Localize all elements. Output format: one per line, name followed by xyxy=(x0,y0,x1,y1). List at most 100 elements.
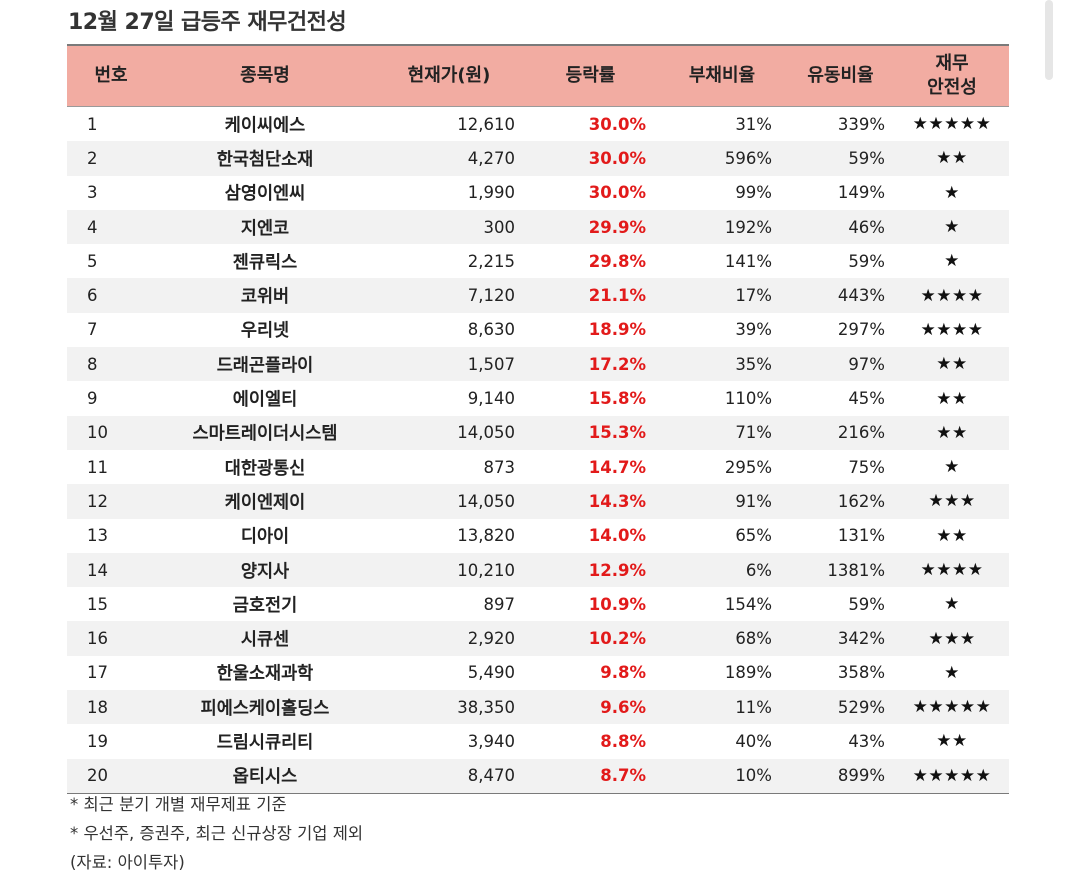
table-row: 11 대한광통신 873 14.7% 295% 75% ★ xyxy=(67,449,1009,485)
stock-name: 대한광통신 xyxy=(155,449,375,485)
liquidity-ratio: 1381% xyxy=(786,552,895,588)
change-rate: 30.0% xyxy=(523,141,658,176)
stock-table: 번호 종목명 현재가(원) 등락률 부채비율 유동비율 재무 안전성 1 케이씨에… xyxy=(67,44,1009,794)
stock-name: 드림시큐리티 xyxy=(155,724,375,759)
table-row: 19 드림시큐리티 3,940 8.8% 40% 43% ★★ xyxy=(67,724,1009,759)
scrollbar[interactable] xyxy=(1045,0,1053,80)
table-row: 3 삼영이엔씨 1,990 30.0% 99% 149% ★ xyxy=(67,175,1009,210)
stock-name: 시큐센 xyxy=(155,621,375,656)
change-rate: 9.6% xyxy=(523,690,658,725)
current-price: 14,050 xyxy=(375,484,523,519)
source-note: (자료: 아이투자) xyxy=(70,853,185,872)
table-row: 7 우리넷 8,630 18.9% 39% 297% ★★★★ xyxy=(67,312,1009,348)
current-price: 13,820 xyxy=(375,518,523,553)
row-number: 12 xyxy=(67,484,155,519)
safety-rating-stars: ★★★★ xyxy=(895,552,1009,588)
stock-name: 케이엔제이 xyxy=(155,484,375,519)
current-price: 8,470 xyxy=(375,758,523,794)
liquidity-ratio: 443% xyxy=(786,278,895,313)
stock-name: 우리넷 xyxy=(155,312,375,348)
liquidity-ratio: 529% xyxy=(786,690,895,725)
stock-name: 스마트레이더시스템 xyxy=(155,415,375,450)
header-no: 번호 xyxy=(67,44,155,107)
change-rate: 14.7% xyxy=(523,449,658,485)
header-financial-safety: 재무 안전성 xyxy=(895,44,1009,107)
table-row: 5 젠큐릭스 2,215 29.8% 141% 59% ★ xyxy=(67,244,1009,279)
row-number: 8 xyxy=(67,347,155,382)
debt-ratio: 141% xyxy=(658,244,786,279)
current-price: 873 xyxy=(375,449,523,485)
safety-rating-stars: ★ xyxy=(895,449,1009,485)
stock-name: 삼영이엔씨 xyxy=(155,175,375,210)
header-name: 종목명 xyxy=(155,44,375,107)
change-rate: 8.7% xyxy=(523,758,658,794)
table-row: 14 양지사 10,210 12.9% 6% 1381% ★★★★ xyxy=(67,552,1009,588)
row-number: 1 xyxy=(67,106,155,142)
safety-rating-stars: ★ xyxy=(895,244,1009,279)
stock-name: 젠큐릭스 xyxy=(155,244,375,279)
debt-ratio: 68% xyxy=(658,621,786,656)
footnote-exclusions: * 우선주, 증권주, 최근 신규상장 기업 제외 xyxy=(70,824,364,843)
liquidity-ratio: 297% xyxy=(786,312,895,348)
table-row: 15 금호전기 897 10.9% 154% 59% ★ xyxy=(67,587,1009,622)
safety-rating-stars: ★★ xyxy=(895,724,1009,759)
current-price: 1,507 xyxy=(375,347,523,382)
current-price: 3,940 xyxy=(375,724,523,759)
liquidity-ratio: 131% xyxy=(786,518,895,553)
current-price: 14,050 xyxy=(375,415,523,450)
table-row: 13 디아이 13,820 14.0% 65% 131% ★★ xyxy=(67,518,1009,553)
stock-name: 양지사 xyxy=(155,552,375,588)
liquidity-ratio: 45% xyxy=(786,381,895,416)
current-price: 1,990 xyxy=(375,175,523,210)
liquidity-ratio: 149% xyxy=(786,175,895,210)
table-row: 8 드래곤플라이 1,507 17.2% 35% 97% ★★ xyxy=(67,347,1009,382)
row-number: 14 xyxy=(67,552,155,588)
table-header: 번호 종목명 현재가(원) 등락률 부채비율 유동비율 재무 안전성 xyxy=(67,44,1009,107)
liquidity-ratio: 216% xyxy=(786,415,895,450)
row-number: 6 xyxy=(67,278,155,313)
change-rate: 18.9% xyxy=(523,312,658,348)
stock-name: 피에스케이홀딩스 xyxy=(155,690,375,725)
stock-name: 케이씨에스 xyxy=(155,106,375,142)
debt-ratio: 110% xyxy=(658,381,786,416)
table-row: 6 코위버 7,120 21.1% 17% 443% ★★★★ xyxy=(67,278,1009,313)
liquidity-ratio: 162% xyxy=(786,484,895,519)
debt-ratio: 189% xyxy=(658,655,786,691)
table-row: 18 피에스케이홀딩스 38,350 9.6% 11% 529% ★★★★★ xyxy=(67,690,1009,725)
debt-ratio: 31% xyxy=(658,106,786,142)
debt-ratio: 39% xyxy=(658,312,786,348)
header-change: 등락률 xyxy=(523,44,658,107)
table-row: 20 옵티시스 8,470 8.7% 10% 899% ★★★★★ xyxy=(67,758,1009,794)
current-price: 897 xyxy=(375,587,523,622)
debt-ratio: 596% xyxy=(658,141,786,176)
change-rate: 17.2% xyxy=(523,347,658,382)
safety-rating-stars: ★ xyxy=(895,209,1009,245)
stock-name: 한국첨단소재 xyxy=(155,141,375,176)
change-rate: 29.9% xyxy=(523,209,658,245)
change-rate: 14.3% xyxy=(523,484,658,519)
change-rate: 30.0% xyxy=(523,175,658,210)
stock-name: 지엔코 xyxy=(155,209,375,245)
table-row: 4 지엔코 300 29.9% 192% 46% ★ xyxy=(67,209,1009,245)
change-rate: 9.8% xyxy=(523,655,658,691)
safety-rating-stars: ★ xyxy=(895,655,1009,691)
stock-name: 옵티시스 xyxy=(155,758,375,794)
current-price: 4,270 xyxy=(375,141,523,176)
debt-ratio: 71% xyxy=(658,415,786,450)
liquidity-ratio: 75% xyxy=(786,449,895,485)
row-number: 7 xyxy=(67,312,155,348)
debt-ratio: 91% xyxy=(658,484,786,519)
debt-ratio: 17% xyxy=(658,278,786,313)
debt-ratio: 154% xyxy=(658,587,786,622)
row-number: 11 xyxy=(67,449,155,485)
liquidity-ratio: 59% xyxy=(786,141,895,176)
stock-name: 에이엘티 xyxy=(155,381,375,416)
current-price: 7,120 xyxy=(375,278,523,313)
row-number: 9 xyxy=(67,381,155,416)
header-safety-line2: 안전성 xyxy=(927,77,977,98)
row-number: 19 xyxy=(67,724,155,759)
row-number: 13 xyxy=(67,518,155,553)
change-rate: 8.8% xyxy=(523,724,658,759)
debt-ratio: 35% xyxy=(658,347,786,382)
safety-rating-stars: ★★★★ xyxy=(895,278,1009,313)
